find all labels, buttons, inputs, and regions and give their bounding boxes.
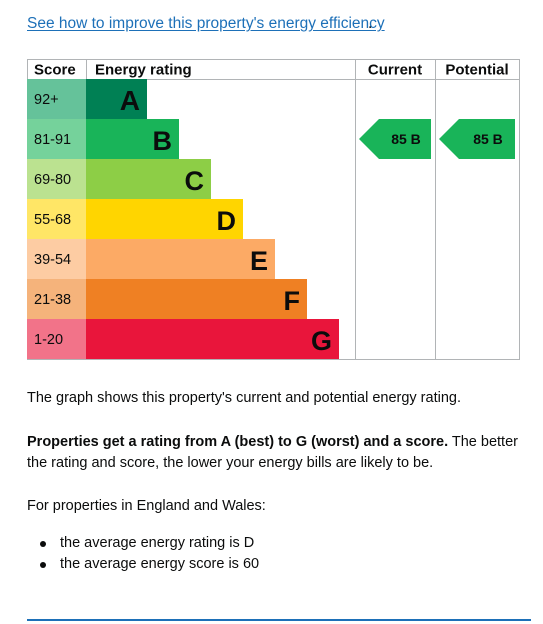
improve-efficiency-link-text[interactable]: See how to improve this property's energ… (27, 15, 385, 32)
rating-letter-b: B (153, 126, 173, 156)
score-range-c: 69-80 (34, 172, 71, 188)
score-range-d: 55-68 (34, 212, 71, 228)
rating-bands: 92+ A 81-91 B 69-80 C 55-68 D 39-54 E 21-38 F 1-20 G (27, 79, 339, 359)
rating-bar-a (86, 79, 147, 119)
current-rating-arrow-label: 85 B (391, 131, 421, 147)
rating-bar-d (86, 199, 243, 239)
score-cell-g (27, 319, 86, 359)
score-cell-e (27, 239, 86, 279)
score-cell-d (27, 199, 86, 239)
link-full-stop: . (368, 15, 373, 32)
rating-explanation: Properties get a rating from A (best) to… (27, 432, 527, 474)
rating-letter-c: C (185, 166, 205, 196)
energy-rating-chart: 92+ A81-91 B69-80 C55-68 D39-54 E21-38 F1-20 G … (27, 59, 520, 360)
england-wales-intro: For properties in England and Wales: (27, 498, 266, 514)
score-range-e: 39-54 (34, 252, 71, 268)
rating-arrows: 85 B 85 B (359, 119, 515, 159)
rating-letter-f: F (284, 286, 301, 316)
rating-letter-a: A (120, 85, 140, 116)
rating-bar-f (86, 279, 307, 319)
rating-explanation-rest: The better the rating and score, the low… (27, 434, 518, 471)
score-range-b: 81-91 (34, 132, 71, 148)
improve-efficiency-link[interactable]: See how to improve this property's energ… (27, 15, 385, 33)
rating-letter-g: G (311, 326, 332, 356)
score-cell-b (27, 119, 86, 159)
average-rating-item: the average energy rating is D (27, 533, 259, 554)
rating-bar-c (86, 159, 211, 199)
averages-list: the average energy rating is D the avera… (27, 533, 259, 575)
rating-bar-b (86, 119, 179, 159)
potential-rating-arrow-label: 85 B (473, 131, 503, 147)
average-score-item: the average energy score is 60 (27, 554, 259, 575)
current-rating-arrow (359, 119, 431, 159)
potential-rating-arrow (439, 119, 515, 159)
rating-letter-d: D (217, 206, 237, 236)
score-cell-f (27, 279, 86, 319)
score-header: Score (34, 62, 76, 79)
score-cell-c (27, 159, 86, 199)
graph-description: The graph shows this property's current … (27, 390, 461, 406)
chart-headers: Score Energy rating Current Potential (34, 62, 509, 79)
rating-bar-g (86, 319, 339, 359)
section-divider (27, 619, 531, 621)
rating-bar-e (86, 239, 275, 279)
score-range-a: 92+ (34, 92, 59, 108)
rating-header: Energy rating (95, 62, 192, 79)
potential-header: Potential (445, 62, 508, 79)
score-range-f: 21-38 (34, 292, 71, 308)
rating-explanation-bold: Properties get a rating from A (best) to… (27, 434, 449, 450)
rating-letter-e: E (250, 246, 268, 276)
current-header: Current (368, 62, 422, 79)
score-range-g: 1-20 (34, 332, 63, 348)
score-cell-a (27, 79, 86, 119)
